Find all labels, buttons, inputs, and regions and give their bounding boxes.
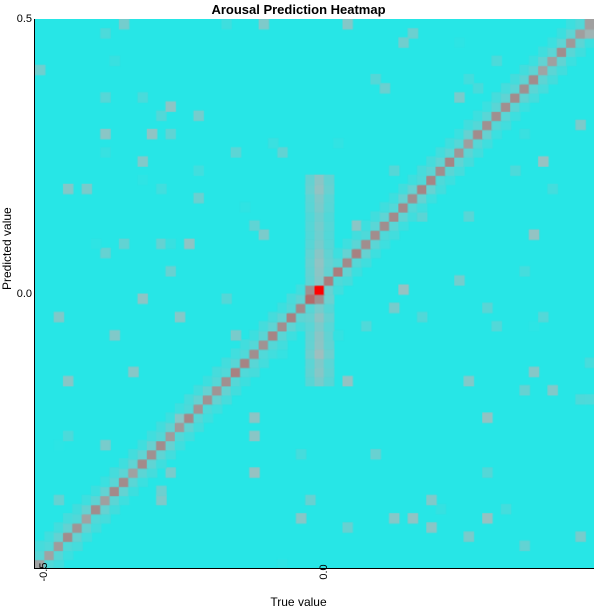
x-axis-label: True value	[0, 595, 597, 609]
x-tick-0: -0.5	[38, 563, 50, 582]
heatmap-plot-area	[34, 19, 594, 569]
x-tick-1: 0.0	[318, 564, 330, 579]
chart-title: Arousal Prediction Heatmap	[0, 2, 597, 17]
y-axis-label: Predicted value	[0, 207, 14, 290]
y-tick-1: 0.0	[17, 288, 32, 300]
heatmap-canvas	[35, 19, 594, 568]
y-tick-0: 0.5	[17, 13, 32, 25]
